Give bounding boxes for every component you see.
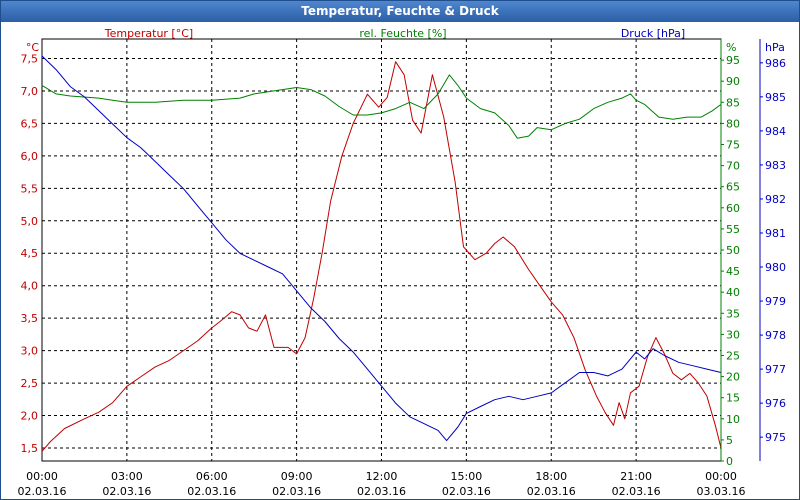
temperature-axis-label: Temperatur [°C] — [104, 27, 193, 40]
humidity-axis-label: rel. Feuchte [%] — [359, 27, 446, 40]
humidity-tick-label: 50 — [726, 244, 740, 257]
pressure-axis-unit: hPa — [765, 41, 785, 54]
humidity-axis-unit: % — [726, 41, 736, 54]
temperature-tick-label: 6,0 — [21, 150, 39, 163]
temperature-tick-label: 1,5 — [21, 442, 39, 455]
x-tick-date: 02.03.16 — [527, 485, 576, 498]
temperature-tick-label: 3,5 — [21, 312, 39, 325]
pressure-tick-label: 986 — [765, 57, 786, 70]
humidity-tick-label: 10 — [726, 413, 740, 426]
humidity-series-line — [41, 74, 722, 139]
pressure-tick-label: 980 — [765, 261, 786, 274]
axes-layer: 00:00 02.03.16 03:00 02.03.16 06:00 02.03.16 0… — [18, 27, 786, 498]
temperature-tick-label: 7,0 — [21, 85, 39, 98]
pressure-tick-label: 982 — [765, 193, 786, 206]
pressure-axis-label: Druck [hPa] — [621, 27, 685, 40]
x-tick-date: 02.03.16 — [18, 485, 67, 498]
pressure-tick-label: 981 — [765, 227, 786, 240]
pressure-tick-label: 978 — [765, 329, 786, 342]
temperature-tick-label: 3,0 — [21, 345, 39, 358]
x-tick-time: 00:00 — [26, 470, 58, 483]
humidity-tick-label: 20 — [726, 371, 740, 384]
humidity-tick-label: 85 — [726, 96, 740, 109]
temperature-tick-label: 5,0 — [21, 215, 39, 228]
humidity-tick-label: 40 — [726, 286, 740, 299]
humidity-tick-label: 45 — [726, 265, 740, 278]
pressure-series-line — [41, 55, 722, 442]
pressure-tick-label: 977 — [765, 363, 786, 376]
x-tick-time: 21:00 — [620, 470, 652, 483]
x-tick-time: 03:00 — [111, 470, 143, 483]
pressure-tick-label: 976 — [765, 397, 786, 410]
temperature-tick-label: 4,5 — [21, 247, 39, 260]
x-tick-time: 15:00 — [451, 470, 483, 483]
x-tick-date: 02.03.16 — [272, 485, 321, 498]
x-tick-time: 09:00 — [281, 470, 313, 483]
x-tick-time: 12:00 — [366, 470, 398, 483]
humidity-tick-label: 5 — [726, 434, 733, 447]
temperature-tick-label: 7,5 — [21, 52, 39, 65]
humidity-tick-label: 90 — [726, 75, 740, 88]
humidity-tick-label: 0 — [726, 455, 733, 468]
temperature-series-line — [41, 61, 722, 452]
grid — [41, 38, 722, 462]
x-tick-date: 03.03.16 — [697, 485, 746, 498]
temperature-tick-label: 2,5 — [21, 377, 39, 390]
x-tick-time: 18:00 — [535, 470, 567, 483]
x-tick-time: 00:00 — [705, 470, 737, 483]
humidity-tick-label: 80 — [726, 117, 740, 130]
x-tick-date: 02.03.16 — [357, 485, 406, 498]
series-layer — [41, 55, 722, 452]
humidity-tick-label: 75 — [726, 139, 740, 152]
temperature-tick-label: 4,0 — [21, 280, 39, 293]
x-tick-date: 02.03.16 — [442, 485, 491, 498]
x-tick-time: 06:00 — [196, 470, 228, 483]
pressure-tick-label: 975 — [765, 431, 786, 444]
temperature-tick-label: 6,5 — [21, 117, 39, 130]
humidity-tick-label: 95 — [726, 54, 740, 67]
pressure-tick-label: 984 — [765, 125, 786, 138]
humidity-tick-label: 55 — [726, 223, 740, 236]
humidity-tick-label: 70 — [726, 160, 740, 173]
window-title: Temperatur, Feuchte & Druck — [1, 1, 799, 22]
x-tick-date: 02.03.16 — [102, 485, 151, 498]
pressure-tick-label: 983 — [765, 159, 786, 172]
humidity-tick-label: 30 — [726, 328, 740, 341]
humidity-tick-label: 15 — [726, 392, 740, 405]
x-tick-date: 02.03.16 — [612, 485, 661, 498]
pressure-tick-label: 985 — [765, 91, 786, 104]
humidity-tick-label: 65 — [726, 181, 740, 194]
temperature-tick-label: 2,0 — [21, 410, 39, 423]
x-tick-date: 02.03.16 — [187, 485, 236, 498]
temperature-tick-label: 5,5 — [21, 182, 39, 195]
humidity-tick-label: 60 — [726, 202, 740, 215]
temperature-axis-unit: °C — [26, 41, 40, 54]
pressure-tick-label: 979 — [765, 295, 786, 308]
humidity-tick-label: 35 — [726, 307, 740, 320]
humidity-tick-label: 25 — [726, 350, 740, 363]
